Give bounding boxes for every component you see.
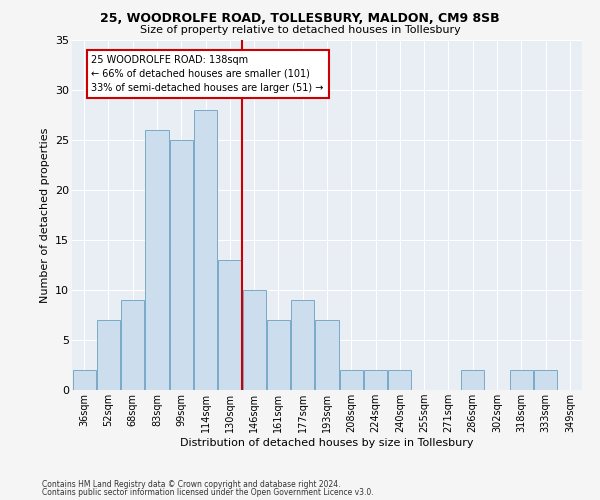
Bar (170, 140, 193, 390)
Bar (97, 320, 120, 390)
Text: Contains public sector information licensed under the Open Government Licence v3: Contains public sector information licen… (42, 488, 374, 497)
Bar (267, 320, 290, 390)
Text: 25, WOODROLFE ROAD, TOLLESBURY, MALDON, CM9 8SB: 25, WOODROLFE ROAD, TOLLESBURY, MALDON, … (100, 12, 500, 26)
Bar (534, 370, 557, 390)
Bar (461, 370, 484, 390)
Bar (73, 370, 95, 390)
Bar (194, 110, 217, 390)
Bar (145, 130, 169, 390)
Bar (388, 370, 412, 390)
Y-axis label: Number of detached properties: Number of detached properties (40, 128, 50, 302)
Bar (510, 370, 533, 390)
Bar (291, 300, 314, 390)
X-axis label: Distribution of detached houses by size in Tollesbury: Distribution of detached houses by size … (180, 438, 474, 448)
Text: Contains HM Land Registry data © Crown copyright and database right 2024.: Contains HM Land Registry data © Crown c… (42, 480, 341, 489)
Bar (340, 370, 363, 390)
Text: Size of property relative to detached houses in Tollesbury: Size of property relative to detached ho… (140, 25, 460, 35)
Bar (218, 260, 241, 390)
Bar (242, 290, 266, 390)
Text: 25 WOODROLFE ROAD: 138sqm
← 66% of detached houses are smaller (101)
33% of semi: 25 WOODROLFE ROAD: 138sqm ← 66% of detac… (91, 55, 324, 93)
Bar (364, 370, 387, 390)
Bar (316, 320, 338, 390)
Bar (121, 300, 144, 390)
